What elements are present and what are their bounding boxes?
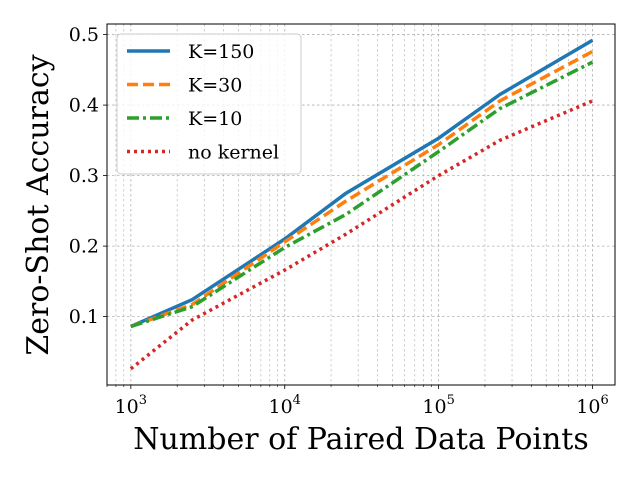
legend-label: no kernel: [188, 142, 279, 164]
y-tick-label: 0.5: [69, 24, 99, 46]
y-axis-label: Zero-Shot Accuracy: [21, 54, 56, 355]
x-tick-label: 103: [115, 393, 147, 418]
y-tick-label: 0.4: [69, 95, 99, 117]
x-tick-label: 106: [576, 393, 608, 418]
series-line-no-kernel: [129, 99, 594, 371]
legend-label: K=30: [188, 75, 242, 97]
legend-label: K=10: [188, 108, 242, 130]
plot-area-frame: [106, 23, 616, 386]
axis-ticks: 103 104 105 106 0.1 0.2 0.3 0.4 0.5: [69, 24, 609, 418]
x-tick-label: 105: [422, 393, 454, 418]
series-line-k-150: [130, 38, 594, 329]
y-tick-label: 0.2: [69, 236, 99, 258]
series-lines: [129, 38, 594, 371]
series-line-k-10: [130, 60, 594, 329]
y-tick-label: 0.3: [69, 165, 99, 187]
legend: K=150 K=30 K=10 no kernel: [116, 33, 302, 175]
x-tick-label: 104: [268, 393, 300, 418]
y-tick-label: 0.1: [69, 306, 99, 328]
x-axis-label: Number of Paired Data Points: [133, 422, 589, 457]
series-line-k-30: [130, 49, 594, 329]
legend-frame: [116, 33, 302, 175]
legend-label: K=150: [188, 41, 254, 63]
